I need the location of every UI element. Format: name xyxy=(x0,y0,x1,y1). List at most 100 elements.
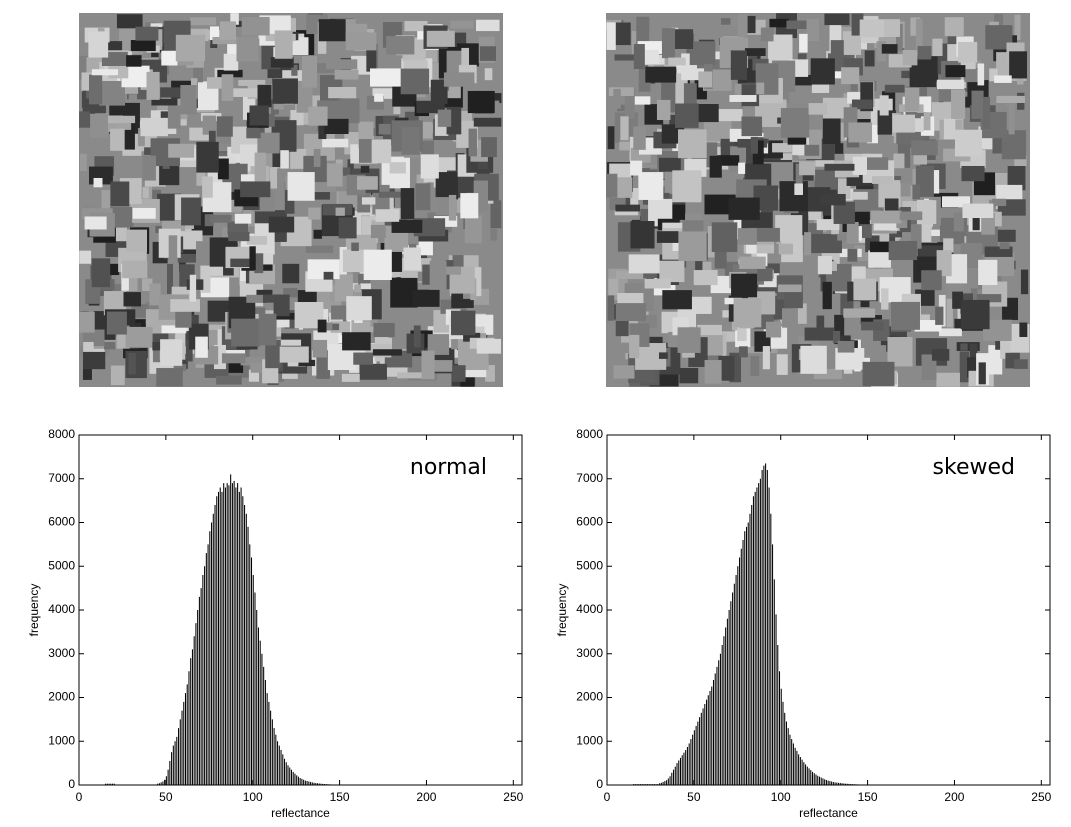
bar xyxy=(718,660,720,785)
field-patch xyxy=(782,308,798,328)
field-patch xyxy=(704,360,722,384)
field-patch xyxy=(161,220,186,232)
field-patch xyxy=(291,65,298,76)
field-patch xyxy=(982,319,1012,341)
field-patch xyxy=(372,88,394,99)
field-patch xyxy=(451,310,476,336)
field-patch xyxy=(932,38,943,57)
field-patch xyxy=(240,174,258,186)
field-patch xyxy=(452,365,466,382)
field-patch xyxy=(793,74,820,86)
bar xyxy=(275,734,277,785)
field-patch xyxy=(804,144,820,156)
field-patch xyxy=(149,283,161,306)
bar xyxy=(292,771,294,785)
field-patch xyxy=(800,345,827,374)
field-patch xyxy=(490,228,497,241)
field-patch xyxy=(419,123,447,133)
field-patch xyxy=(659,260,685,283)
field-patch xyxy=(944,17,964,37)
field-patch xyxy=(140,117,168,137)
x-tick-label: 50 xyxy=(687,790,701,804)
field-patch xyxy=(116,14,143,29)
field-patch xyxy=(273,294,290,317)
field-patch xyxy=(403,60,428,72)
field-patch xyxy=(404,20,428,32)
field-patch xyxy=(246,294,263,303)
field-patch xyxy=(922,200,937,225)
field-patch xyxy=(346,296,372,321)
field-patch xyxy=(834,314,845,345)
bar xyxy=(709,690,711,785)
field-patch xyxy=(878,19,901,37)
field-patch xyxy=(342,332,371,351)
field-patch xyxy=(87,345,105,356)
bar xyxy=(287,765,289,785)
field-patch xyxy=(142,155,156,181)
field-patch xyxy=(260,294,282,303)
bar xyxy=(315,783,317,785)
field-patch xyxy=(335,207,345,216)
bar xyxy=(158,783,160,785)
field-patch xyxy=(437,109,452,127)
field-patch xyxy=(168,235,178,262)
field-patch xyxy=(607,295,615,321)
bar xyxy=(811,771,814,785)
bar xyxy=(817,775,819,785)
bar xyxy=(669,776,671,785)
field-patch xyxy=(757,267,773,282)
axes-box xyxy=(78,434,523,786)
field-patch xyxy=(196,168,207,186)
field-patch xyxy=(161,50,178,66)
y-tick-label: 5000 xyxy=(48,558,75,572)
bar xyxy=(230,474,232,785)
field-patch xyxy=(298,359,316,367)
bar xyxy=(296,775,298,785)
field-patch xyxy=(345,32,377,51)
bar xyxy=(181,710,183,785)
bar xyxy=(752,496,754,785)
bar xyxy=(216,496,218,785)
field-patch xyxy=(862,361,895,387)
field-patch xyxy=(744,48,766,56)
field-patch xyxy=(83,351,106,370)
field-patch xyxy=(678,129,707,159)
bar xyxy=(778,671,781,785)
field-patch xyxy=(829,261,837,271)
field-patch xyxy=(614,54,635,61)
bar xyxy=(706,699,708,785)
field-patch xyxy=(79,111,91,128)
field-patch xyxy=(246,235,268,245)
bar xyxy=(178,728,180,785)
bar xyxy=(198,596,200,785)
bar xyxy=(751,505,753,785)
bar xyxy=(787,728,789,785)
field-patch xyxy=(945,65,966,78)
field-patch xyxy=(267,113,275,127)
field-patch xyxy=(248,369,260,382)
field-patch xyxy=(936,372,960,387)
field-patch xyxy=(221,74,234,101)
field-patch xyxy=(606,22,616,50)
field-patch xyxy=(476,338,502,354)
field-patch xyxy=(904,87,920,112)
field-patch xyxy=(79,153,87,171)
bar xyxy=(667,778,669,785)
field-patch xyxy=(704,194,736,215)
field-patch xyxy=(231,318,261,347)
field-patch xyxy=(353,352,373,365)
field-patch xyxy=(763,128,787,139)
field-patch xyxy=(613,88,621,109)
annotation: skewed xyxy=(933,455,1015,480)
field-patch xyxy=(389,162,406,174)
field-patch xyxy=(658,352,668,359)
field-patch xyxy=(167,105,181,129)
field-patch xyxy=(305,245,334,253)
field-patch xyxy=(981,212,995,235)
bar xyxy=(692,734,694,785)
field-patch xyxy=(403,247,422,271)
field-patch xyxy=(400,188,415,220)
field-patch xyxy=(277,339,302,346)
field-patch xyxy=(739,256,766,269)
y-tick-label: 4000 xyxy=(48,602,75,616)
